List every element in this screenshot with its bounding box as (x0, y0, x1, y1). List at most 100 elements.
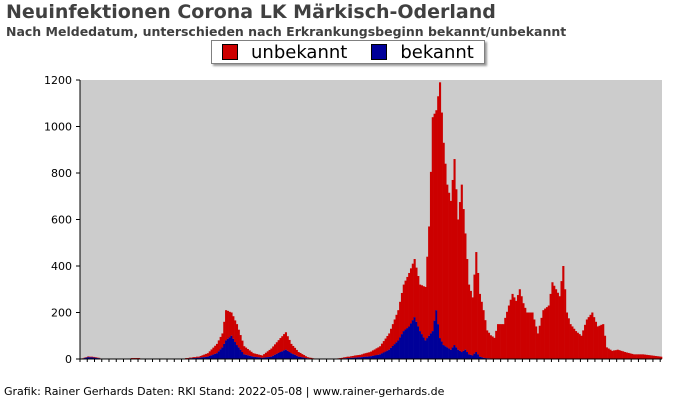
bar-unbekannt (654, 355, 657, 359)
bar-bekannt (364, 356, 367, 359)
bar-bekannt (475, 352, 478, 359)
bar-unbekannt (422, 286, 425, 338)
bar-unbekannt (386, 335, 389, 351)
bar-unbekannt (500, 324, 503, 360)
bar-unbekannt (444, 163, 447, 347)
bar-unbekannt (303, 355, 306, 358)
bar-unbekannt (544, 308, 547, 359)
bar-unbekannt (495, 330, 498, 359)
bar-bekannt (366, 356, 369, 359)
bar-bekannt (413, 317, 416, 359)
bar-unbekannt (482, 310, 485, 358)
bar-bekannt (438, 338, 442, 359)
bar-unbekannt (299, 352, 302, 357)
bar-unbekannt (527, 312, 530, 359)
bar-bekannt (428, 335, 431, 359)
bar-bekannt (215, 353, 219, 359)
bar-unbekannt (638, 354, 641, 359)
bar-unbekannt (522, 303, 525, 359)
bar-bekannt (225, 340, 228, 359)
bar-unbekannt (346, 356, 349, 359)
bar-unbekannt (574, 331, 578, 359)
bar-unbekannt (390, 328, 393, 348)
bar-bekannt (471, 355, 474, 359)
bar-bekannt (239, 349, 242, 359)
bar-bekannt (223, 343, 226, 359)
bar-unbekannt (640, 354, 643, 359)
bar-unbekannt (556, 292, 559, 359)
bar-unbekannt (308, 357, 311, 359)
bar-unbekannt (277, 340, 280, 353)
bar-unbekannt (217, 340, 220, 352)
bar-bekannt (254, 356, 257, 359)
bar-unbekannt (573, 328, 576, 359)
bar-unbekannt (440, 112, 443, 342)
bar-unbekannt (533, 319, 536, 359)
bar-unbekannt (283, 334, 286, 351)
bar-unbekannt (511, 293, 514, 359)
bar-bekannt (375, 355, 378, 359)
bar-unbekannt (281, 336, 284, 352)
bar-unbekannt (246, 349, 249, 356)
legend-item-unbekannt: unbekannt (222, 42, 347, 63)
bar-unbekannt (413, 259, 416, 318)
bar-unbekannt (504, 317, 507, 359)
bar-unbekannt (364, 353, 367, 357)
bar-unbekannt (458, 202, 462, 351)
bar-unbekannt (553, 285, 556, 359)
bar-unbekannt (290, 343, 293, 354)
bar-unbekannt (651, 355, 654, 359)
bar-bekannt (411, 320, 414, 359)
bar-bekannt (299, 356, 302, 359)
bar-bekannt (250, 356, 253, 359)
bar-unbekannt (190, 357, 193, 359)
bar-bekannt (201, 357, 204, 359)
bar-unbekannt (478, 293, 481, 357)
bar-unbekannt (462, 209, 465, 351)
bar-unbekannt (225, 310, 228, 341)
legend-item-bekannt: bekannt (371, 42, 474, 63)
bar-unbekannt (92, 356, 95, 358)
bar-unbekannt (473, 274, 476, 354)
bar-unbekannt (384, 338, 387, 352)
bar-bekannt (255, 357, 258, 359)
bar-unbekannt (560, 281, 563, 359)
bar-unbekannt (254, 353, 257, 357)
bar-bekannt (371, 355, 375, 359)
bar-bekannt (235, 345, 239, 359)
bar-unbekannt (623, 352, 627, 359)
bar-unbekannt (210, 349, 213, 356)
bar-unbekannt (611, 350, 614, 359)
bar-bekannt (453, 345, 456, 359)
bar-unbekannt (362, 353, 365, 357)
bar-bekannt (259, 357, 262, 359)
bar-bekannt (196, 357, 199, 359)
bar-bekannt (284, 349, 287, 359)
bar-unbekannt (261, 355, 264, 358)
bar-unbekannt (558, 296, 561, 359)
bar-unbekannt (515, 300, 518, 360)
bar-bekannt (468, 354, 471, 359)
bar-unbekannt (486, 330, 489, 359)
bar-bekannt (237, 347, 240, 360)
bar-unbekannt (634, 354, 637, 359)
bar-unbekannt (475, 252, 478, 353)
bar-unbekannt (645, 354, 648, 359)
bar-unbekannt (194, 357, 197, 359)
bar-bekannt (449, 349, 452, 359)
bar-unbekannt (402, 284, 405, 332)
bar-unbekannt (429, 171, 433, 334)
bar-unbekannt (489, 335, 492, 359)
bar-bekannt (424, 340, 427, 359)
bar-unbekannt (562, 266, 565, 359)
bar-bekannt (448, 348, 451, 359)
bar-bekannt (203, 357, 206, 359)
bar-bekannt (466, 352, 469, 359)
bar-unbekannt (370, 351, 373, 357)
bar-unbekannt (585, 319, 588, 359)
bar-bekannt (415, 321, 418, 359)
bar-bekannt (244, 354, 248, 359)
bar-bekannt (379, 354, 382, 359)
bar-bekannt (442, 345, 445, 359)
legend-label-unbekannt: unbekannt (251, 41, 348, 63)
